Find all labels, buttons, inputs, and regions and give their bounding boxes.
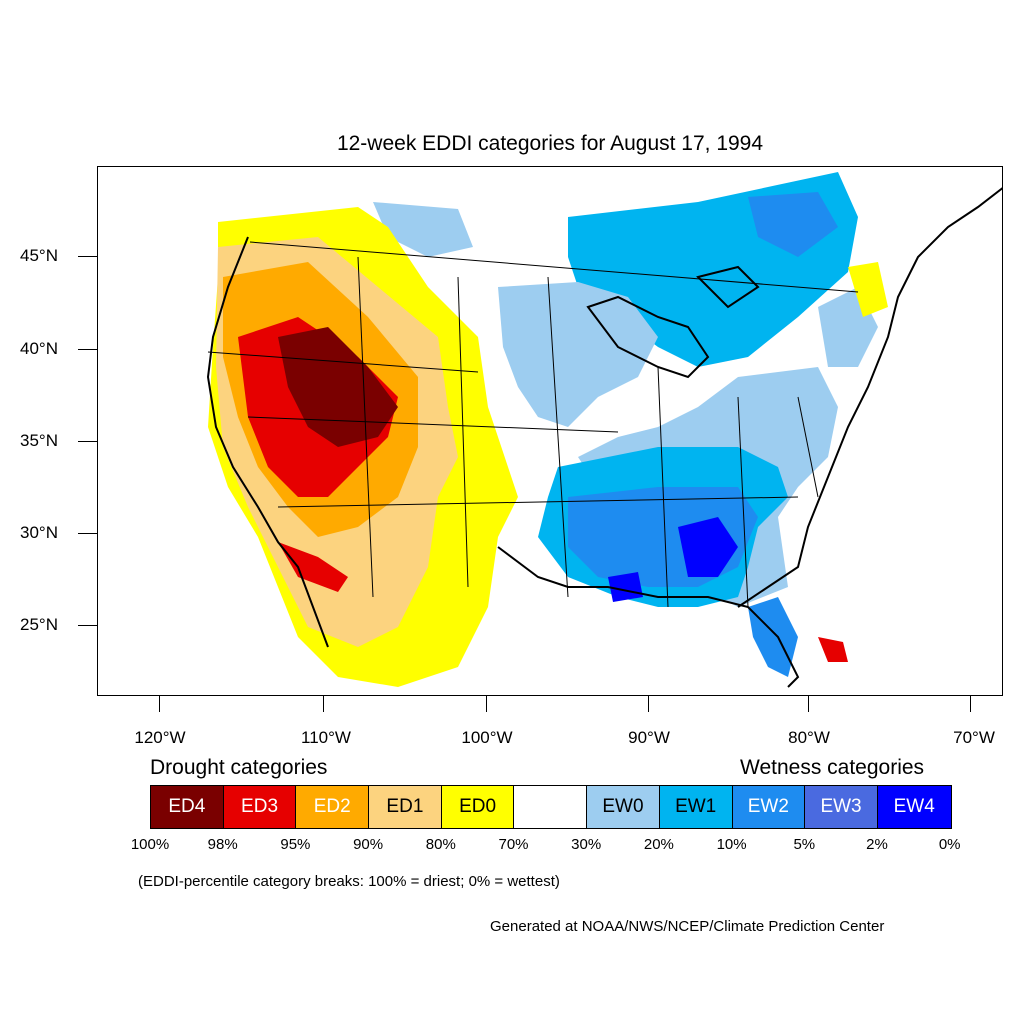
percent-break-label: 100%	[130, 836, 170, 853]
legend-box-ed3: ED3	[223, 786, 297, 828]
state-borders	[207, 241, 859, 608]
percent-break-label: 70%	[498, 836, 529, 853]
legend-box-ew4: EW4	[877, 786, 951, 828]
percent-break-label: 90%	[353, 836, 384, 853]
percent-break-label: 20%	[643, 836, 674, 853]
lon-tick	[970, 696, 971, 712]
legend-box-ed2: ED2	[296, 786, 370, 828]
lon-tick	[323, 696, 324, 712]
region-ed4-west	[278, 327, 398, 447]
lon-label-110w: 110°W	[301, 728, 351, 747]
region-ew1-florida	[748, 597, 798, 677]
drought-heading: Drought categories	[150, 756, 328, 779]
region-ed3-bahamas	[818, 637, 848, 662]
legend-box-ew2: EW2	[732, 786, 806, 828]
percent-break-label: 30%	[571, 836, 602, 853]
coastlines	[206, 187, 1002, 688]
lat-label-35n: 35°N	[20, 431, 58, 450]
lon-tick	[486, 696, 487, 712]
percent-break-label: 98%	[207, 836, 238, 853]
percent-break-label: 95%	[280, 836, 311, 853]
percent-break-label: 0%	[938, 836, 961, 853]
region-ew4-louisiana	[608, 572, 643, 602]
drought-regions	[208, 207, 848, 687]
lat-tick	[78, 256, 97, 257]
map-canvas	[206, 172, 1002, 688]
lat-tick	[78, 441, 97, 442]
legend-box-ed0: ED0	[441, 786, 515, 828]
region-ew0-greatlakes	[498, 282, 658, 427]
lat-label-45n: 45°N	[20, 246, 58, 265]
lon-tick	[159, 696, 160, 712]
lat-label-25n: 25°N	[20, 615, 58, 634]
legend-box-ew3: EW3	[805, 786, 878, 828]
lon-tick	[808, 696, 809, 712]
lat-tick	[78, 533, 97, 534]
lon-label-120w: 120°W	[134, 728, 186, 747]
lat-tick	[78, 625, 97, 626]
lon-label-100w: 100°W	[461, 728, 513, 747]
region-ed3-arizona	[278, 542, 348, 592]
legend-box-ew1: EW1	[659, 786, 733, 828]
eddi-map	[97, 166, 1003, 696]
region-ed0-maine	[848, 262, 888, 317]
region-ew2-canada	[748, 192, 838, 257]
lon-label-80w: 80°W	[788, 728, 830, 747]
lat-label-40n: 40°N	[20, 339, 58, 358]
wetness-regions	[373, 172, 888, 677]
legend-box-ew0: EW0	[587, 786, 660, 828]
lon-label-70w: 70°W	[953, 728, 995, 747]
percent-break-label: 5%	[793, 836, 816, 853]
map-title: 12-week EDDI categories for August 17, 1…	[336, 132, 764, 155]
legend-color-bar: ED4 ED3 ED2 ED1 ED0 EW0 EW1 EW2 EW3 EW4	[150, 785, 952, 829]
credit-line: Generated at NOAA/NWS/NCEP/Climate Predi…	[490, 918, 885, 935]
lat-label-30n: 30°N	[20, 523, 58, 542]
lon-tick	[648, 696, 649, 712]
percent-break-label: 2%	[866, 836, 888, 853]
category-note: (EDDI-percentile category breaks: 100% =…	[138, 873, 560, 890]
percent-break-label: 10%	[716, 836, 747, 853]
legend-box-neutral	[514, 786, 588, 828]
region-ew0-north	[373, 202, 473, 257]
wetness-heading: Wetness categories	[740, 756, 925, 779]
lon-label-90w: 90°W	[628, 728, 670, 747]
legend-box-ed4: ED4	[151, 786, 224, 828]
lat-tick	[78, 349, 97, 350]
percent-break-label: 80%	[425, 836, 456, 853]
region-ew4-alabama	[678, 517, 738, 577]
legend-box-ed1: ED1	[369, 786, 442, 828]
